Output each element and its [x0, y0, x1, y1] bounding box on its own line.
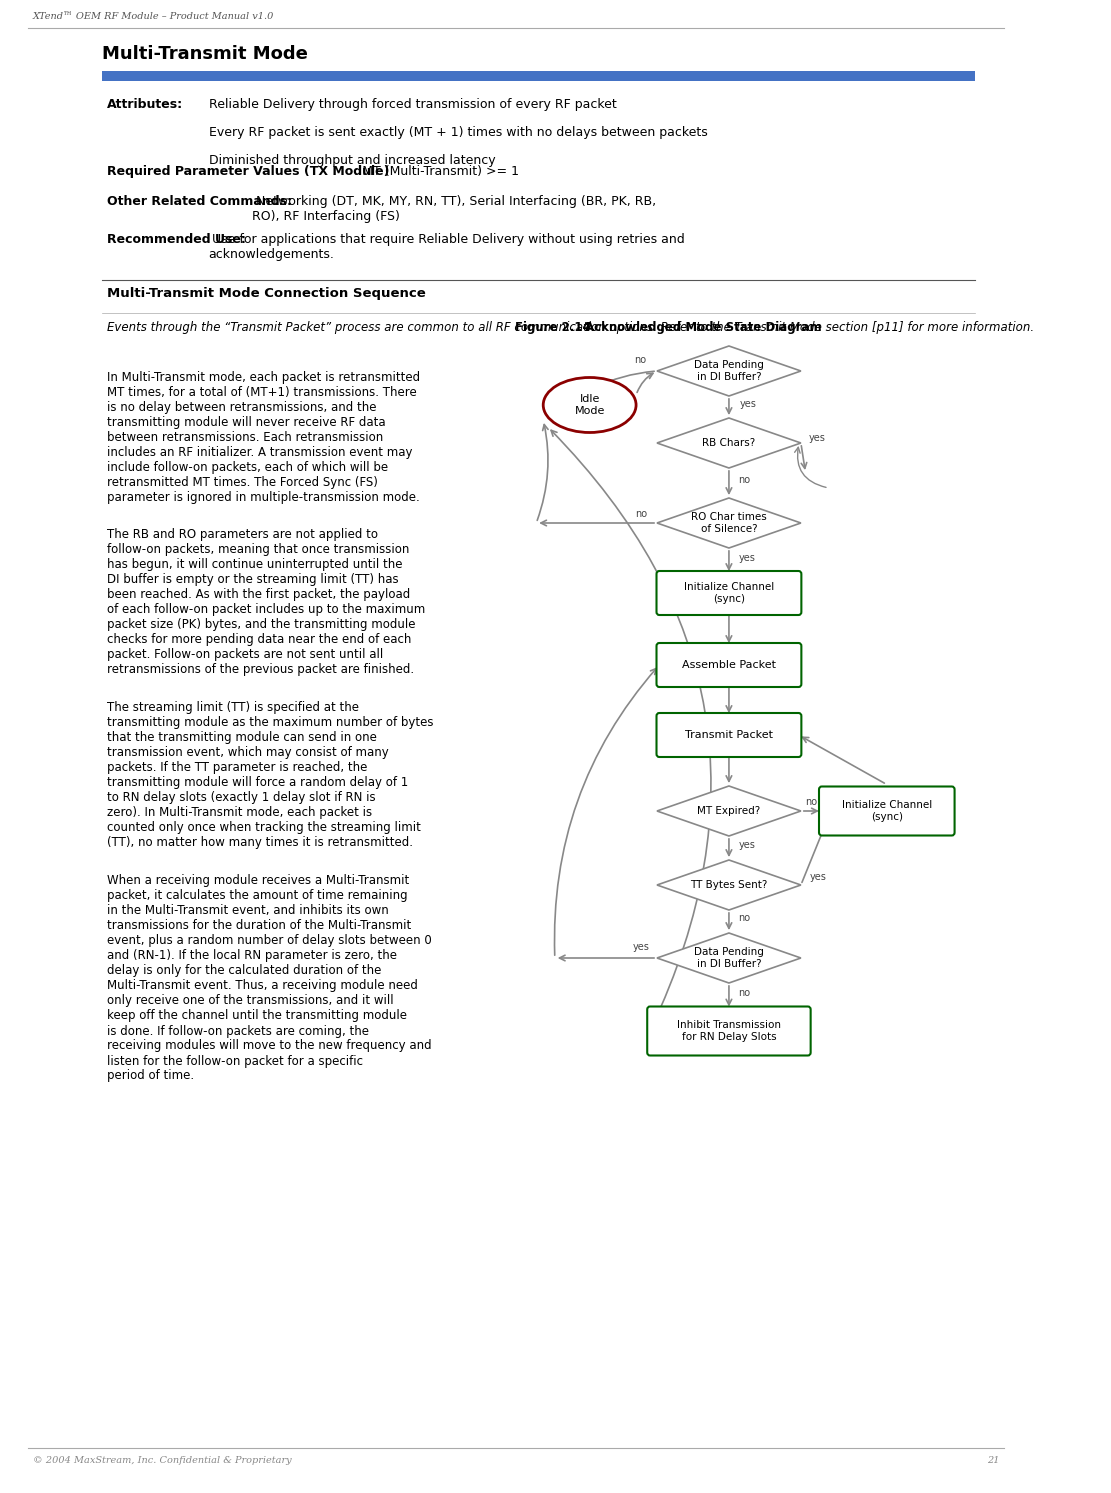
Text: Idle
Mode: Idle Mode	[574, 394, 604, 415]
Text: Every RF packet is sent exactly (MT + 1) times with no delays between packets: Every RF packet is sent exactly (MT + 1)…	[209, 125, 708, 139]
Text: Figure 2.14.: Figure 2.14.	[516, 321, 595, 334]
Text: yes: yes	[740, 399, 757, 409]
FancyBboxPatch shape	[657, 643, 801, 687]
Text: XTend™ OEM RF Module – Product Manual v1.0: XTend™ OEM RF Module – Product Manual v1…	[32, 12, 274, 21]
Polygon shape	[657, 499, 801, 548]
Text: no: no	[738, 988, 750, 999]
Text: Multi-Transmit Mode: Multi-Transmit Mode	[102, 45, 308, 63]
Text: yes: yes	[810, 872, 827, 882]
Text: Initialize Channel
(sync): Initialize Channel (sync)	[683, 582, 774, 603]
Text: Reliable Delivery through forced transmission of every RF packet: Reliable Delivery through forced transmi…	[209, 99, 617, 110]
Text: yes: yes	[632, 942, 650, 953]
Text: Data Pending
in DI Buffer?: Data Pending in DI Buffer?	[694, 947, 764, 969]
Text: Required Parameter Values (TX Module): Required Parameter Values (TX Module)	[107, 166, 389, 178]
Text: 21: 21	[987, 1456, 999, 1465]
Text: : MT (Multi-Transmit) >= 1: : MT (Multi-Transmit) >= 1	[354, 166, 519, 178]
Text: Transmit Packet: Transmit Packet	[685, 730, 773, 741]
Text: yes: yes	[738, 552, 755, 563]
FancyBboxPatch shape	[819, 787, 954, 836]
Text: no: no	[805, 797, 818, 808]
Polygon shape	[657, 860, 801, 911]
Polygon shape	[657, 418, 801, 467]
Text: yes: yes	[809, 433, 825, 443]
Polygon shape	[657, 933, 801, 982]
Text: MT Expired?: MT Expired?	[698, 806, 761, 817]
Text: no: no	[738, 914, 750, 924]
Text: Multi-Transmit Mode Connection Sequence: Multi-Transmit Mode Connection Sequence	[107, 287, 426, 300]
Text: RB Chars?: RB Chars?	[702, 437, 755, 448]
Text: Use for applications that require Reliable Delivery without using retries and
ac: Use for applications that require Reliab…	[208, 233, 684, 261]
Polygon shape	[657, 346, 801, 396]
Text: The streaming limit (TT) is specified at the
transmitting module as the maximum : The streaming limit (TT) is specified at…	[107, 702, 433, 850]
Text: Events through the “Transmit Packet” process are common to all RF communication : Events through the “Transmit Packet” pro…	[107, 321, 1034, 334]
Text: When a receiving module receives a Multi-Transmit
packet, it calculates the amou: When a receiving module receives a Multi…	[107, 875, 431, 1082]
Text: Attributes:: Attributes:	[107, 99, 183, 110]
Text: Other Related Commands:: Other Related Commands:	[107, 196, 292, 208]
Ellipse shape	[543, 378, 637, 433]
Text: Initialize Channel
(sync): Initialize Channel (sync)	[842, 800, 932, 821]
Text: The RB and RO parameters are not applied to
follow-on packets, meaning that once: The RB and RO parameters are not applied…	[107, 529, 426, 676]
FancyBboxPatch shape	[657, 570, 801, 615]
Polygon shape	[657, 785, 801, 836]
FancyBboxPatch shape	[102, 72, 975, 81]
Text: In Multi-Transmit mode, each packet is retransmitted
MT times, for a total of (M: In Multi-Transmit mode, each packet is r…	[107, 370, 420, 505]
Text: Diminished throughput and increased latency: Diminished throughput and increased late…	[209, 154, 496, 167]
FancyBboxPatch shape	[657, 714, 801, 757]
Text: TT Bytes Sent?: TT Bytes Sent?	[690, 879, 768, 890]
Text: no: no	[635, 509, 648, 520]
FancyBboxPatch shape	[648, 1006, 811, 1056]
Text: Data Pending
in DI Buffer?: Data Pending in DI Buffer?	[694, 360, 764, 382]
Text: Networking (DT, MK, MY, RN, TT), Serial Interfacing (BR, PK, RB,
RO), RF Interfa: Networking (DT, MK, MY, RN, TT), Serial …	[252, 196, 657, 222]
Text: © 2004 MaxStream, Inc. Confidential & Proprietary: © 2004 MaxStream, Inc. Confidential & Pr…	[32, 1456, 291, 1465]
Text: yes: yes	[738, 841, 755, 850]
Text: RO Char times
of Silence?: RO Char times of Silence?	[691, 512, 767, 534]
Text: Acknowledged Mode State Diagram: Acknowledged Mode State Diagram	[585, 321, 822, 334]
Text: no: no	[633, 355, 645, 364]
Text: Recommended Use:: Recommended Use:	[107, 233, 246, 246]
Text: no: no	[738, 475, 750, 485]
Text: Assemble Packet: Assemble Packet	[682, 660, 775, 670]
Text: Inhibit Transmission
for RN Delay Slots: Inhibit Transmission for RN Delay Slots	[677, 1020, 781, 1042]
